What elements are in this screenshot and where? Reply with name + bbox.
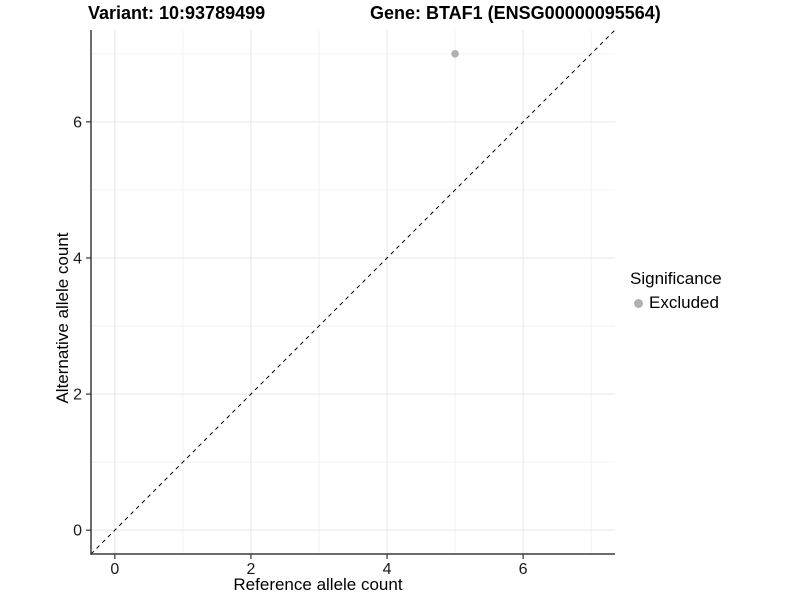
x-tick-label: 2	[246, 561, 255, 578]
x-axis-title: Reference allele count	[233, 575, 403, 594]
y-tick-label: 4	[73, 250, 82, 267]
y-tick-label: 0	[73, 523, 82, 540]
legend-title: Significance	[630, 269, 722, 288]
y-tick-label: 6	[73, 114, 82, 131]
data-point	[451, 50, 459, 58]
identity-line	[90, 29, 616, 555]
legend: Significance Excluded	[630, 269, 722, 313]
legend-item-label: Excluded	[649, 293, 719, 312]
plot-title-gene: Gene: BTAF1 (ENSG00000095564)	[370, 3, 661, 23]
legend-point-icon	[634, 298, 643, 308]
x-tick-label: 0	[110, 561, 119, 578]
y-axis-title: Alternative allele count	[53, 232, 72, 404]
plot-title-variant: Variant: 10:93789499	[88, 3, 266, 23]
legend-item-excluded: Excluded	[630, 293, 722, 313]
x-tick-label: 4	[383, 561, 392, 578]
y-tick-label: 2	[73, 387, 82, 404]
x-tick-label: 6	[519, 561, 528, 578]
